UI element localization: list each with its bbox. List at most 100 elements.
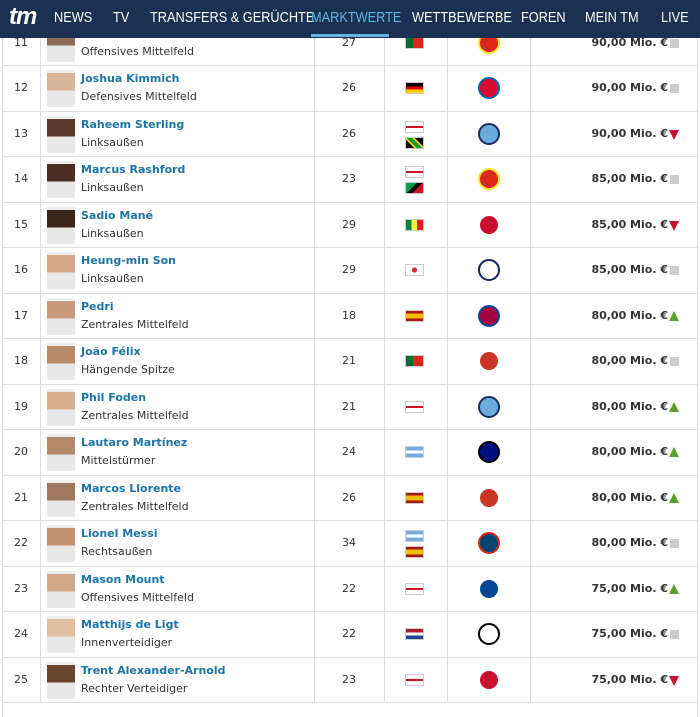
trend-up [669,492,679,503]
trend-down [669,675,679,686]
column-divider [40,20,41,65]
column-divider [314,111,315,156]
player-position: Mittelstürmer [81,454,156,467]
nav-item[interactable]: NEWS [54,9,93,26]
player-position: Zentrales Mittelfeld [81,408,189,422]
nationality-flag [405,82,424,94]
trend-down [669,220,679,231]
player-name[interactable]: Lautaro Martínez [81,436,188,449]
column-divider [447,248,448,293]
trend-up [669,583,679,594]
column-divider [384,248,385,293]
column-divider [530,657,531,702]
table-row: 20 Lautaro Martínez Mittelstürmer 24 80,00 M… [2,430,698,476]
age: 26 [342,490,356,504]
club-crest[interactable] [478,577,500,600]
club-crest[interactable] [478,168,500,190]
club-crest[interactable] [478,77,500,99]
nav-item[interactable]: FOREN [521,9,566,26]
player-name[interactable]: Joshua Kimmich [81,72,180,85]
column-divider [40,475,41,520]
column-divider [384,521,385,566]
rank: 12 [14,81,28,94]
player-photo [47,70,75,107]
player-name[interactable]: Lionel Messi [81,527,158,540]
nationality-flag [405,166,424,178]
player-photo [47,252,75,289]
age: 24 [342,445,356,458]
rank: 23 [14,581,28,595]
player-photo [47,343,75,380]
nav-item[interactable]: MARKTWERTE [311,9,402,26]
player-name[interactable]: Heung-min Son [81,254,176,267]
age: 23 [342,172,356,185]
player-photo [47,388,75,426]
player-name[interactable]: Raheem Sterling [81,117,185,131]
player-photo [47,570,75,608]
player-position: Rechter Verteidiger [81,681,188,695]
column-divider [40,202,41,247]
club-crest[interactable] [478,668,500,691]
column-divider [314,66,315,111]
player-position: Rechtsaußen [81,545,153,558]
column-divider [530,475,531,520]
club-crest[interactable] [478,259,500,281]
age: 23 [342,672,356,686]
nationality-flag [405,446,424,458]
column-divider [447,20,448,65]
player-name[interactable]: Marcus Rashford [81,163,186,176]
column-divider [530,202,531,247]
nationality-flag [405,120,424,133]
player-name[interactable]: Trent Alexander-Arnold [81,663,226,677]
trend-neutral [670,539,679,548]
rank: 20 [14,445,28,458]
club-crest[interactable] [478,213,500,236]
player-name[interactable]: Mason Mount [81,572,165,586]
column-divider [384,384,385,429]
market-value: 80,00 Mio. € [591,308,668,322]
column-divider [447,566,448,611]
column-divider [530,384,531,429]
rank: 15 [14,217,28,231]
column-divider [40,339,41,384]
player-name[interactable]: Matthijs de Ligt [81,618,179,631]
club-crest[interactable] [478,122,500,145]
table-row: 25 Trent Alexander-Arnold Rechter Verteidi… [2,657,698,703]
player-position: Defensives Mittelfeld [81,90,197,103]
nationality-flag [405,182,424,194]
club-crest[interactable] [478,486,500,509]
player-position: Hängende Spitze [81,363,175,376]
player-name[interactable]: João Félix [81,345,141,358]
market-value: 75,00 Mio. € [591,672,668,686]
player-photo [47,115,75,153]
nav-item[interactable]: TV [113,9,130,26]
player-name[interactable]: Sadio Mané [81,208,154,222]
age: 29 [342,217,356,231]
club-crest[interactable] [478,350,500,372]
nav-active-underline [311,34,389,37]
age: 21 [342,354,356,367]
column-divider [314,566,315,611]
player-position: Innenverteidiger [81,636,173,649]
nav-item[interactable]: TRANSFERS & GERÜCHTE [150,9,315,26]
player-name[interactable]: Phil Foden [81,390,147,404]
club-crest[interactable] [478,532,500,554]
rank: 18 [14,354,28,367]
nav-item[interactable]: WETTBEWERBE [412,9,512,26]
table-row: 21 Marcos Llorente Zentrales Mittelfeld 26 8… [2,475,698,521]
column-divider [314,430,315,475]
club-crest[interactable] [478,441,500,463]
table-row: 17 Pedri Zentrales Mittelfeld 18 80,00 Mio. … [2,293,698,339]
nav-item[interactable]: MEIN TM [585,9,639,26]
nav-item[interactable]: LIVE [661,9,689,26]
club-crest[interactable] [478,304,500,327]
club-crest[interactable] [478,395,500,418]
player-name[interactable]: Marcos Llorente [81,481,182,495]
column-divider [314,157,315,202]
table-row: 11Bruno FernandesOffensives Mittelfeld27… [2,20,698,66]
club-crest[interactable] [478,623,500,645]
logo[interactable]: tm [9,3,37,30]
market-value: 90,00 Mio. € [591,35,668,49]
rank: 13 [14,126,28,140]
player-name[interactable]: Pedri [81,299,114,313]
